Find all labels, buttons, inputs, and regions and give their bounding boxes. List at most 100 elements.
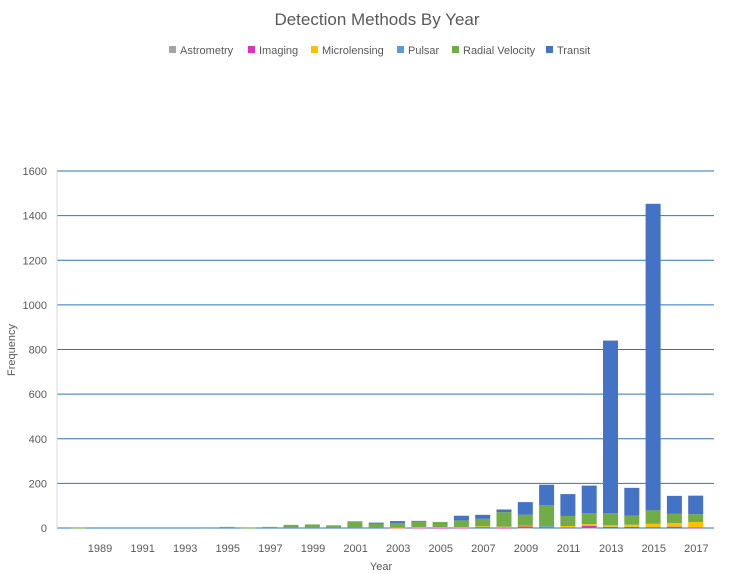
y-tick-label: 1200 [23, 255, 47, 267]
bar-segment [624, 526, 640, 528]
bar-segment [688, 521, 704, 528]
bar-segment [432, 527, 448, 528]
bars [70, 203, 704, 529]
bar-segment [688, 514, 704, 522]
legend-swatch [452, 46, 459, 53]
bar-segment [411, 527, 427, 529]
bar-segment [517, 525, 533, 527]
legend: Astrometry Imaging Microlensing Pulsar Radia… [169, 45, 590, 57]
bar-segment [517, 527, 533, 529]
x-tick-label: 2009 [514, 543, 538, 555]
bar-segment [70, 527, 86, 529]
bar-segment [453, 515, 469, 521]
bar-segment [560, 527, 576, 529]
bar-segment [326, 525, 342, 528]
legend-label: Transit [557, 45, 590, 57]
bar-segment [624, 487, 640, 516]
x-tick-label: 2011 [557, 543, 581, 555]
bar-segment [539, 526, 555, 528]
x-tick-label: 2013 [599, 543, 623, 555]
x-tick-label: 2005 [429, 543, 453, 555]
x-tick-label: 1989 [88, 543, 112, 555]
legend-label: Radial Velocity [463, 45, 536, 57]
bar-segment [688, 527, 704, 529]
bar-segment [496, 526, 512, 528]
bar-segment [581, 485, 597, 514]
bar-segment [304, 524, 320, 528]
bar-segment [240, 527, 256, 529]
bar-segment [390, 521, 405, 524]
bar-segment [475, 518, 491, 527]
bar-segment [390, 523, 405, 528]
x-axis-label: Year [370, 561, 393, 573]
legend-label: Microlensing [322, 45, 384, 57]
x-tick-label: 2015 [642, 543, 666, 555]
y-tick-label: 800 [29, 345, 47, 357]
bar-segment [666, 495, 682, 514]
bar-segment [453, 520, 469, 528]
x-tick-label: 2001 [343, 543, 367, 555]
bar-segment [688, 495, 704, 515]
x-tick-label: 2017 [684, 543, 708, 555]
bar-segment [645, 523, 661, 528]
x-tick-label: 1997 [258, 543, 282, 555]
legend-swatch [397, 46, 404, 53]
bar-segment [432, 527, 448, 529]
bar-segment [198, 527, 214, 529]
bar-segment [496, 512, 512, 527]
bar-segment [645, 523, 661, 524]
bar-segment [603, 513, 618, 526]
bar-segment [581, 524, 597, 526]
y-tick-label: 1000 [23, 300, 47, 312]
bar-segment [411, 521, 427, 528]
bar-segment [645, 510, 661, 524]
bar-segment [603, 526, 618, 528]
legend-swatch [248, 46, 255, 53]
bar-segment [390, 527, 405, 529]
y-axis-label: Frequency [6, 324, 18, 376]
bar-segment [539, 526, 555, 528]
chart-title: Detection Methods By Year [274, 10, 479, 29]
y-tick-label: 200 [29, 478, 47, 490]
bar-segment [517, 526, 533, 528]
bar-segment [475, 527, 491, 528]
bar-segment [645, 203, 661, 511]
bar-segment [560, 494, 576, 516]
bar-segment [347, 521, 363, 528]
x-tick-label: 2003 [386, 543, 410, 555]
bar-segment [262, 526, 278, 528]
bar-segment [624, 515, 640, 525]
legend-swatch [169, 46, 176, 53]
bar-segment [666, 523, 682, 527]
x-tick-label: 2007 [471, 543, 495, 555]
bar-segment [453, 527, 469, 529]
bar-segment [666, 513, 682, 524]
bar-segment [645, 527, 661, 528]
bar-segment [411, 520, 427, 522]
legend-label: Pulsar [408, 45, 440, 57]
bar-segment [581, 525, 597, 528]
gridlines [56, 170, 714, 529]
bar-segment [581, 527, 597, 529]
bar-segment [517, 502, 533, 515]
bar-segment [624, 524, 640, 527]
y-tick-label: 400 [29, 434, 47, 446]
legend-label: Astrometry [180, 45, 234, 57]
bar-segment [475, 514, 491, 519]
y-tick-label: 600 [29, 389, 47, 401]
bar-segment [666, 526, 682, 528]
x-axis-ticks: 1989 1991 1993 1995 1997 1999 2001 2003 2005 2007… [88, 543, 709, 555]
legend-swatch [546, 46, 553, 53]
bar-segment [368, 522, 384, 528]
x-tick-label: 1999 [301, 543, 325, 555]
bar-segment [581, 513, 597, 525]
bar-segment [411, 527, 427, 529]
bar-segment [432, 521, 448, 528]
y-axis-ticks: 0 200 400 600 800 1000 1200 1400 1600 [23, 166, 47, 535]
x-tick-label: 1993 [173, 543, 197, 555]
bar-segment [496, 509, 512, 513]
bar-segment [496, 527, 512, 529]
y-tick-label: 0 [41, 523, 47, 535]
bar-segment [368, 522, 384, 524]
legend-label: Imaging [259, 45, 298, 57]
